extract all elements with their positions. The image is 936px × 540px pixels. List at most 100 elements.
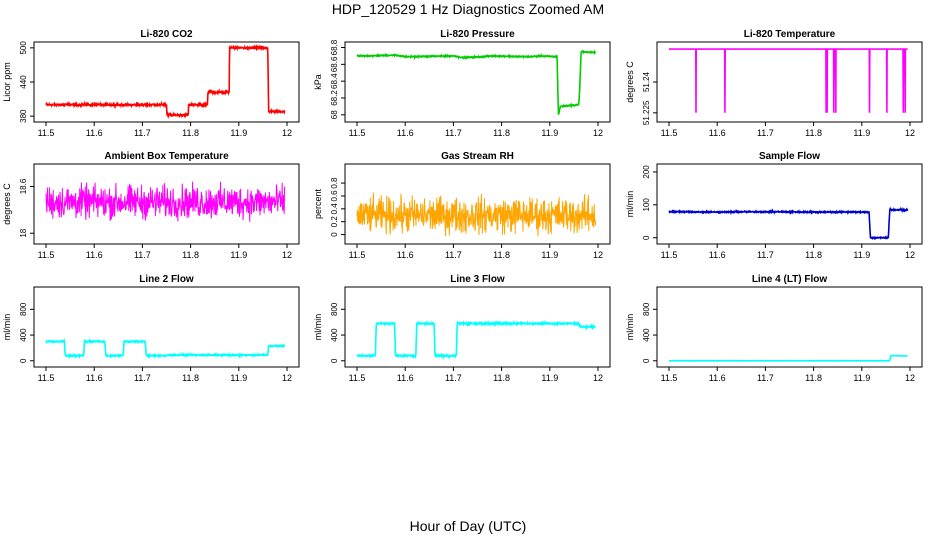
y-tick-label: 51.225 — [642, 100, 651, 125]
x-tick-label: 11.6 — [397, 128, 414, 138]
chart-title: Line 2 Flow — [139, 274, 194, 285]
y-axis-label: kPa — [313, 74, 323, 90]
y-axis-label: Licor ppm — [2, 62, 12, 102]
x-tick-label: 12 — [593, 250, 603, 260]
y-axis-label: ml/min — [625, 191, 635, 218]
chart-panel-1: Li-820 CO2 Licor ppm 11.5 11.6 11.7 11.8 11.9 1… — [2, 29, 300, 138]
x-tick-label: 12 — [593, 373, 603, 383]
data-series — [356, 49, 597, 115]
x-tick-label: 11.8 — [493, 373, 510, 383]
plot-box — [344, 286, 611, 368]
data-series — [669, 354, 908, 362]
x-tick-label: 11.9 — [230, 250, 247, 260]
chart-title: Line 3 Flow — [450, 274, 505, 285]
y-tick-label: 68.2 — [330, 90, 339, 106]
chart-title: Li-820 CO2 — [140, 29, 193, 40]
y-axis-label: degrees C — [2, 183, 12, 225]
y-tick-label: 68.4 — [330, 73, 339, 89]
chart-title: Line 4 (LT) Flow — [752, 274, 828, 285]
x-tick-label: 11.7 — [757, 373, 774, 383]
data-series — [45, 44, 286, 119]
y-tick-label: 800 — [19, 302, 28, 316]
x-tick-label: 11.7 — [134, 128, 151, 138]
y-tick-label: 0.6 — [330, 190, 339, 202]
y-axis-label: ml/min — [625, 314, 635, 341]
x-tick-label: 11.5 — [38, 373, 55, 383]
x-tick-label: 11.9 — [230, 128, 247, 138]
plot-box — [344, 163, 611, 245]
x-axis-title: Hour of Day (UTC) — [409, 518, 527, 534]
chart-title: Sample Flow — [759, 151, 820, 162]
y-tick-label: 0.4 — [330, 203, 339, 215]
y-tick-label: 0 — [642, 235, 651, 240]
x-tick-label: 11.8 — [182, 128, 199, 138]
x-tick-label: 11.8 — [805, 250, 822, 260]
y-tick-label: 68.6 — [330, 56, 339, 72]
chart-title: Gas Stream RH — [441, 151, 514, 162]
data-series — [45, 337, 286, 359]
chart-panel-7: Line 2 Flow ml/min 11.5 11.6 11.7 11.8 11.9 12 0… — [2, 274, 300, 383]
y-tick-label: 800 — [330, 302, 339, 316]
x-tick-label: 11.7 — [134, 250, 151, 260]
plot-box — [656, 163, 923, 245]
x-tick-label: 11.5 — [38, 128, 55, 138]
x-tick-label: 11.5 — [349, 373, 366, 383]
y-tick-label: 200 — [642, 165, 651, 179]
y-tick-label: 68.8 — [330, 39, 339, 55]
x-tick-label: 11.9 — [541, 128, 558, 138]
x-tick-label: 12 — [282, 128, 292, 138]
x-tick-label: 11.8 — [182, 250, 199, 260]
y-tick-label: 400 — [19, 328, 28, 342]
chart-panel-8: Line 3 Flow ml/min 11.5 11.6 11.7 11.8 11.9 12 0… — [313, 274, 611, 383]
chart-title: Li-820 Temperature — [744, 29, 836, 40]
x-tick-label: 12 — [905, 250, 915, 260]
x-tick-label: 11.6 — [86, 128, 103, 138]
chart-panel-6: Sample Flow ml/min 11.5 11.6 11.7 11.8 11.9 12 0… — [625, 151, 923, 260]
x-tick-label: 11.9 — [541, 373, 558, 383]
x-tick-label: 12 — [905, 373, 915, 383]
y-tick-label: 0.2 — [330, 216, 339, 228]
y-tick-label: 0 — [330, 358, 339, 363]
x-tick-label: 11.5 — [349, 128, 366, 138]
x-tick-label: 11.6 — [709, 250, 726, 260]
chart-panel-5: Gas Stream RH percent 11.5 11.6 11.7 11.8 11.9… — [313, 151, 611, 260]
x-tick-label: 11.7 — [445, 373, 462, 383]
x-tick-label: 11.5 — [661, 128, 678, 138]
x-tick-label: 11.9 — [853, 128, 870, 138]
x-tick-label: 11.8 — [805, 373, 822, 383]
y-tick-label: 68 — [330, 110, 339, 119]
data-series — [668, 206, 909, 241]
y-tick-label: 400 — [330, 328, 339, 342]
y-tick-label: 100 — [642, 198, 651, 212]
y-tick-label: 380 — [19, 109, 28, 123]
x-tick-label: 11.6 — [86, 373, 103, 383]
x-tick-label: 11.8 — [182, 373, 199, 383]
x-tick-label: 11.6 — [397, 250, 414, 260]
data-series — [356, 192, 597, 237]
x-tick-label: 11.8 — [493, 128, 510, 138]
x-tick-label: 11.7 — [445, 250, 462, 260]
x-tick-label: 11.5 — [661, 250, 678, 260]
y-tick-label: 800 — [642, 302, 651, 316]
y-tick-label: 400 — [642, 328, 651, 342]
x-tick-label: 11.9 — [230, 373, 247, 383]
x-tick-label: 11.9 — [853, 250, 870, 260]
chart-panel-2: Li-820 Pressure kPa 11.5 11.6 11.7 11.8 11.9 12… — [313, 29, 611, 138]
y-axis-label: degrees C — [625, 61, 635, 103]
y-tick-label: 500 — [19, 41, 28, 55]
y-tick-label: 0.8 — [330, 177, 339, 189]
x-tick-label: 11.8 — [493, 250, 510, 260]
x-tick-label: 11.6 — [709, 373, 726, 383]
x-tick-label: 11.9 — [541, 250, 558, 260]
plot-box — [656, 286, 923, 368]
x-tick-label: 11.5 — [349, 250, 366, 260]
plot-box — [33, 286, 300, 368]
x-tick-label: 11.6 — [397, 373, 414, 383]
x-tick-label: 11.7 — [445, 128, 462, 138]
chart-panel-9: Line 4 (LT) Flow ml/min 11.5 11.6 11.7 11.8 11… — [625, 274, 923, 383]
x-tick-label: 11.5 — [661, 373, 678, 383]
x-tick-label: 11.7 — [757, 250, 774, 260]
y-tick-label: 440 — [19, 75, 28, 89]
chart-title: Li-820 Pressure — [440, 29, 515, 40]
